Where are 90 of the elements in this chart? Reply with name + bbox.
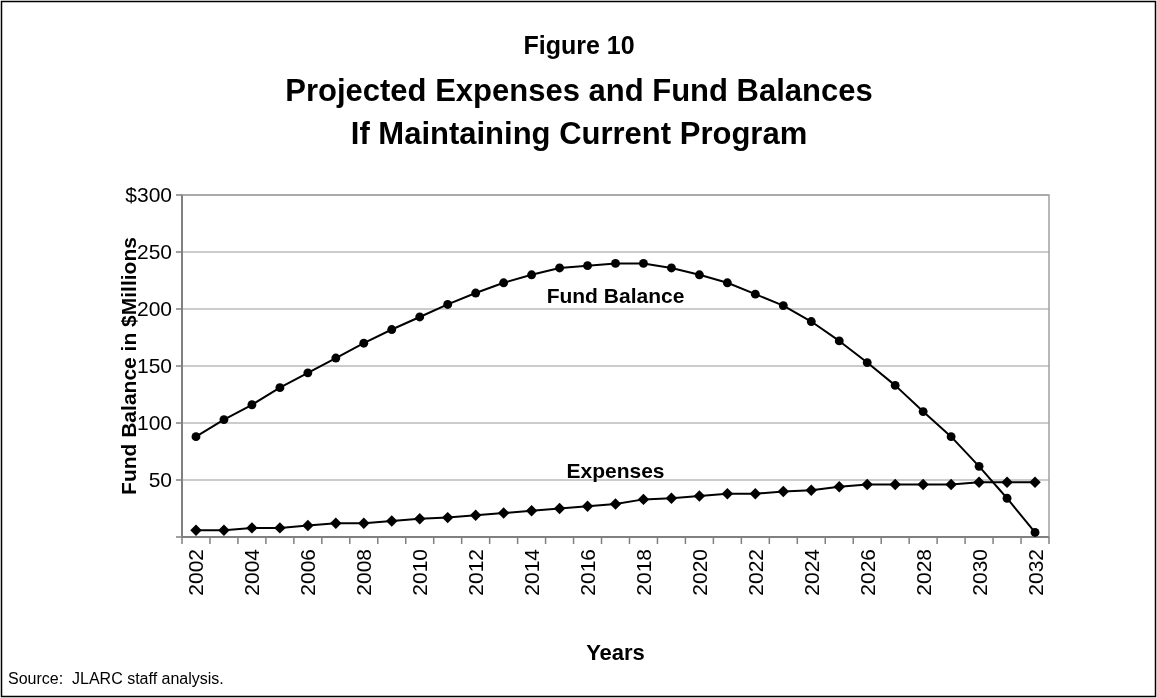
point bbox=[777, 485, 790, 498]
point bbox=[639, 258, 648, 268]
point bbox=[666, 263, 676, 273]
point bbox=[555, 263, 565, 273]
point bbox=[191, 432, 201, 442]
series-label: Fund Balance bbox=[546, 284, 685, 308]
point bbox=[219, 415, 229, 425]
point bbox=[441, 511, 454, 524]
y-tick-label: 250 bbox=[136, 240, 172, 264]
point bbox=[722, 278, 732, 288]
point bbox=[302, 519, 314, 532]
point bbox=[946, 432, 956, 442]
x-tick-label: 2016 bbox=[576, 549, 600, 596]
point bbox=[945, 478, 957, 491]
point bbox=[611, 258, 620, 268]
point bbox=[890, 380, 900, 390]
x-tick-label: 2012 bbox=[464, 549, 488, 596]
point bbox=[246, 522, 258, 534]
chart-subtitle: Projected Expenses and Fund Balances If Maintaining Current Program bbox=[285, 73, 873, 151]
point bbox=[861, 478, 873, 491]
point bbox=[525, 505, 538, 517]
series-label: Expenses bbox=[566, 458, 665, 482]
x-tick-label: 2022 bbox=[743, 549, 767, 596]
point bbox=[834, 336, 844, 346]
point bbox=[497, 507, 510, 519]
x-tick-label: 2010 bbox=[408, 549, 432, 596]
point bbox=[609, 498, 622, 510]
x-tick-label: 2030 bbox=[967, 549, 991, 596]
x-axis-title: Years bbox=[586, 640, 645, 665]
point bbox=[805, 484, 818, 496]
point bbox=[303, 368, 313, 378]
point bbox=[693, 490, 706, 502]
point bbox=[862, 358, 872, 368]
point bbox=[833, 481, 845, 493]
y-tick-label: 150 bbox=[136, 354, 172, 378]
x-tick-label: 2006 bbox=[296, 549, 320, 596]
point bbox=[415, 312, 425, 322]
x-tick-label: 2014 bbox=[520, 548, 544, 596]
point bbox=[665, 492, 678, 504]
chart-title: Figure 10 bbox=[523, 31, 635, 59]
source-note: Source: JLARC staff analysis. bbox=[8, 670, 224, 687]
y-tick-label: 200 bbox=[136, 297, 172, 321]
point bbox=[387, 325, 397, 334]
point bbox=[581, 500, 594, 512]
point bbox=[469, 509, 482, 522]
point bbox=[499, 278, 509, 288]
y-tick-label: $300 bbox=[125, 183, 172, 207]
point bbox=[1030, 528, 1040, 537]
point bbox=[274, 522, 286, 534]
point bbox=[413, 513, 426, 525]
point bbox=[778, 301, 788, 311]
x-tick-label: 2020 bbox=[687, 549, 711, 596]
point bbox=[974, 461, 984, 471]
point bbox=[471, 288, 481, 298]
point bbox=[917, 478, 929, 491]
x-tick-label: 2032 bbox=[1023, 549, 1047, 596]
x-tick-label: 2024 bbox=[799, 548, 823, 596]
point bbox=[358, 517, 370, 530]
point bbox=[386, 515, 398, 527]
point bbox=[806, 317, 816, 326]
y-tick-label: 50 bbox=[148, 468, 172, 492]
point bbox=[750, 289, 760, 299]
x-tick-label: 2026 bbox=[855, 549, 879, 596]
point bbox=[527, 270, 537, 280]
x-tick-label: 2004 bbox=[240, 548, 264, 596]
point bbox=[190, 524, 202, 536]
y-tick-label: 100 bbox=[136, 411, 172, 435]
x-tick-label: 2028 bbox=[911, 549, 935, 596]
point bbox=[694, 270, 704, 280]
point bbox=[443, 300, 453, 309]
point bbox=[889, 478, 901, 491]
x-tick-label: 2018 bbox=[631, 549, 655, 596]
point bbox=[721, 487, 734, 500]
point bbox=[973, 476, 985, 489]
point bbox=[218, 524, 230, 536]
point bbox=[553, 502, 566, 515]
point bbox=[583, 261, 592, 271]
point bbox=[637, 493, 650, 506]
point bbox=[749, 487, 762, 500]
point bbox=[331, 353, 341, 363]
point bbox=[1029, 476, 1041, 489]
point bbox=[1002, 493, 1012, 503]
point bbox=[330, 517, 342, 530]
point bbox=[359, 338, 369, 348]
point bbox=[1001, 476, 1013, 489]
x-tick-label: 2002 bbox=[184, 549, 208, 596]
point bbox=[918, 407, 928, 417]
x-tick-label: 2008 bbox=[352, 549, 376, 596]
point bbox=[247, 400, 257, 410]
point bbox=[275, 383, 285, 393]
